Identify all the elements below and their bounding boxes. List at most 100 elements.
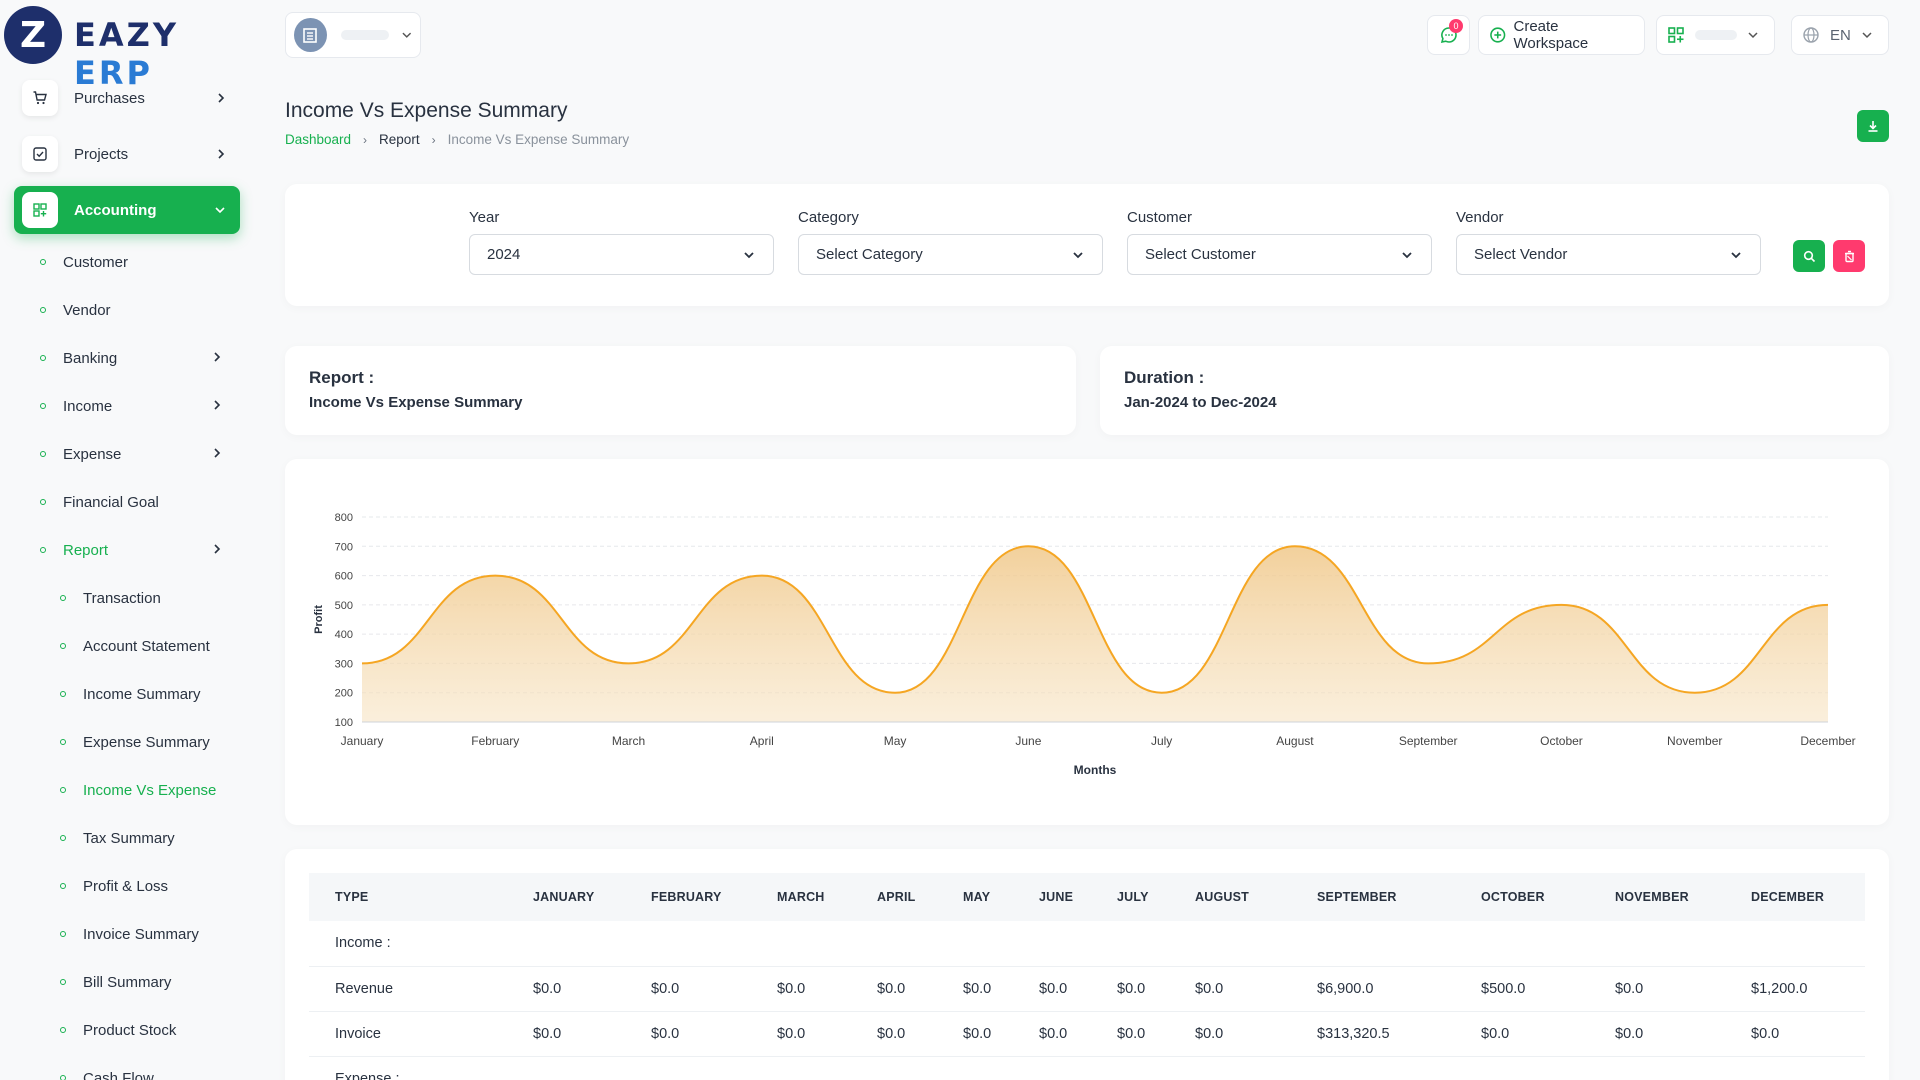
plus-circle-icon <box>1490 27 1506 43</box>
sidebar-item-report[interactable]: Report <box>40 538 230 562</box>
bullet-icon <box>60 883 66 889</box>
apps-label-redacted <box>1695 30 1737 40</box>
sidebar-item-expense-summary[interactable]: Expense Summary <box>60 730 240 754</box>
chevron-right-icon <box>218 93 225 103</box>
sidebar-item-income[interactable]: Income <box>40 394 230 418</box>
sidebar-item-tax-summary[interactable]: Tax Summary <box>60 826 240 850</box>
profit-chart-card: 100 200 300 400 500 600 700 800 January February M… <box>285 459 1889 825</box>
y-tick-label: 600 <box>335 571 353 583</box>
y-axis-title: Profit <box>313 605 325 634</box>
sidebar-item-profit-loss[interactable]: Profit & Loss <box>60 874 240 898</box>
workspace-selector[interactable] <box>285 12 421 58</box>
building-icon <box>294 18 327 52</box>
amount-cell: $0.0 <box>507 1011 625 1057</box>
chevron-down-icon <box>1748 32 1758 39</box>
row-type-cell: Revenue <box>309 966 507 1012</box>
category-filter: Category Select Category <box>798 209 1103 275</box>
customer-value: Select Customer <box>1145 246 1256 263</box>
report-value: Income Vs Expense Summary <box>309 394 523 411</box>
sidebar-item-income-summary[interactable]: Income Summary <box>60 682 240 706</box>
sidebar-item-customer[interactable]: Customer <box>40 250 230 274</box>
breadcrumb-dashboard[interactable]: Dashboard <box>285 132 352 147</box>
sidebar-item-bill-summary[interactable]: Bill Summary <box>60 970 240 994</box>
category-select[interactable]: Select Category <box>798 234 1103 275</box>
x-tick-label: September <box>1399 734 1458 748</box>
apply-filter-button[interactable] <box>1793 240 1825 272</box>
sidebar-item-purchases[interactable]: Purchases <box>14 74 240 122</box>
breadcrumb-report[interactable]: Report <box>379 132 420 147</box>
bullet-icon <box>60 979 66 985</box>
sidebar-item-vendor[interactable]: Vendor <box>40 298 230 322</box>
sidebar-item-label: Income <box>63 397 113 415</box>
y-tick-label: 700 <box>335 541 353 553</box>
breadcrumb-current: Income Vs Expense Summary <box>447 132 630 147</box>
sidebar-item-label: Tax Summary <box>83 829 175 847</box>
customer-select[interactable]: Select Customer <box>1127 234 1432 275</box>
language-selector[interactable]: EN <box>1791 15 1889 55</box>
sidebar-item-label: Banking <box>63 349 118 367</box>
chevron-down-icon <box>401 32 411 38</box>
profit-series-line <box>361 545 1829 694</box>
y-tick-label: 300 <box>335 658 353 670</box>
row-type-cell: Invoice <box>309 1011 507 1057</box>
table-row: Expense : <box>309 1056 1865 1080</box>
sidebar-item-cash-flow[interactable]: Cash Flow <box>60 1066 240 1080</box>
sidebar-item-transaction[interactable]: Transaction <box>60 586 240 610</box>
sidebar-item-financial-goal[interactable]: Financial Goal <box>40 490 230 514</box>
chevron-down-icon <box>1073 251 1083 258</box>
sidebar-item-income-vs-expense[interactable]: Income Vs Expense <box>60 778 240 802</box>
sidebar-item-label: Vendor <box>63 301 111 319</box>
grid-icon <box>22 192 58 228</box>
category-label: Category <box>798 209 859 226</box>
sidebar-item-projects[interactable]: Projects <box>14 130 240 178</box>
chevron-right-icon <box>214 448 221 458</box>
sidebar-item-account-statement[interactable]: Account Statement <box>60 634 240 658</box>
column-header: MARCH <box>777 890 825 904</box>
chevron-down-icon <box>1731 251 1741 258</box>
x-tick-label: July <box>1151 734 1172 748</box>
apps-menu-button[interactable] <box>1656 15 1775 55</box>
table-row: Income : <box>309 921 1865 967</box>
sidebar-item-invoice-summary[interactable]: Invoice Summary <box>60 922 240 946</box>
chevron-right-icon: › <box>363 132 368 147</box>
year-select[interactable]: 2024 <box>469 234 774 275</box>
vendor-filter: Vendor Select Vendor <box>1456 209 1761 275</box>
table-body: Income : Revenue $0.0 $0.0 $0.0 $0.0 $0.0 $0.0 $… <box>309 921 1865 1080</box>
column-header: NOVEMBER <box>1615 890 1689 904</box>
section-label: Income : <box>309 921 1865 967</box>
x-tick-label: March <box>612 734 645 748</box>
globe-icon <box>1803 27 1819 43</box>
chevron-down-icon <box>744 251 754 258</box>
table-row: Revenue $0.0 $0.0 $0.0 $0.0 $0.0 $0.0 $0.0 $0.0 $… <box>309 966 1865 1012</box>
y-tick-label: 100 <box>335 717 353 729</box>
year-label: Year <box>469 209 500 226</box>
bullet-icon <box>40 499 46 505</box>
amount-cell: $0.0 <box>507 966 625 1012</box>
search-icon <box>1803 250 1815 262</box>
bullet-icon <box>60 1027 66 1033</box>
logo-name-part1: EAZY <box>74 16 179 54</box>
sidebar-item-label: Customer <box>63 253 129 271</box>
amount-cell: $0.0 <box>937 966 1013 1012</box>
reset-filter-button[interactable] <box>1833 240 1865 272</box>
messages-button[interactable]: 0 <box>1427 15 1470 55</box>
vendor-select[interactable]: Select Vendor <box>1456 234 1761 275</box>
sidebar-item-label: Expense <box>63 445 122 463</box>
x-tick-label: May <box>884 734 907 748</box>
sidebar-item-label: Invoice Summary <box>83 925 199 943</box>
download-button[interactable] <box>1857 110 1889 142</box>
bullet-icon <box>60 931 66 937</box>
chevron-right-icon: › <box>431 132 436 147</box>
sidebar-item-expense[interactable]: Expense <box>40 442 230 466</box>
create-workspace-button[interactable]: Create Workspace <box>1478 15 1645 55</box>
sidebar-item-banking[interactable]: Banking <box>40 346 230 370</box>
amount-cell: $0.0 <box>625 1011 751 1057</box>
column-header: TYPE <box>335 890 369 904</box>
bullet-icon <box>60 643 66 649</box>
page-title: Income Vs Expense Summary <box>285 99 568 122</box>
duration-value: Jan-2024 to Dec-2024 <box>1124 394 1277 411</box>
sidebar-item-accounting[interactable]: Accounting <box>14 186 240 234</box>
sidebar-item-product-stock[interactable]: Product Stock <box>60 1018 240 1042</box>
app-logo[interactable]: Z EAZY ERP <box>0 0 260 92</box>
bullet-icon <box>40 547 46 553</box>
